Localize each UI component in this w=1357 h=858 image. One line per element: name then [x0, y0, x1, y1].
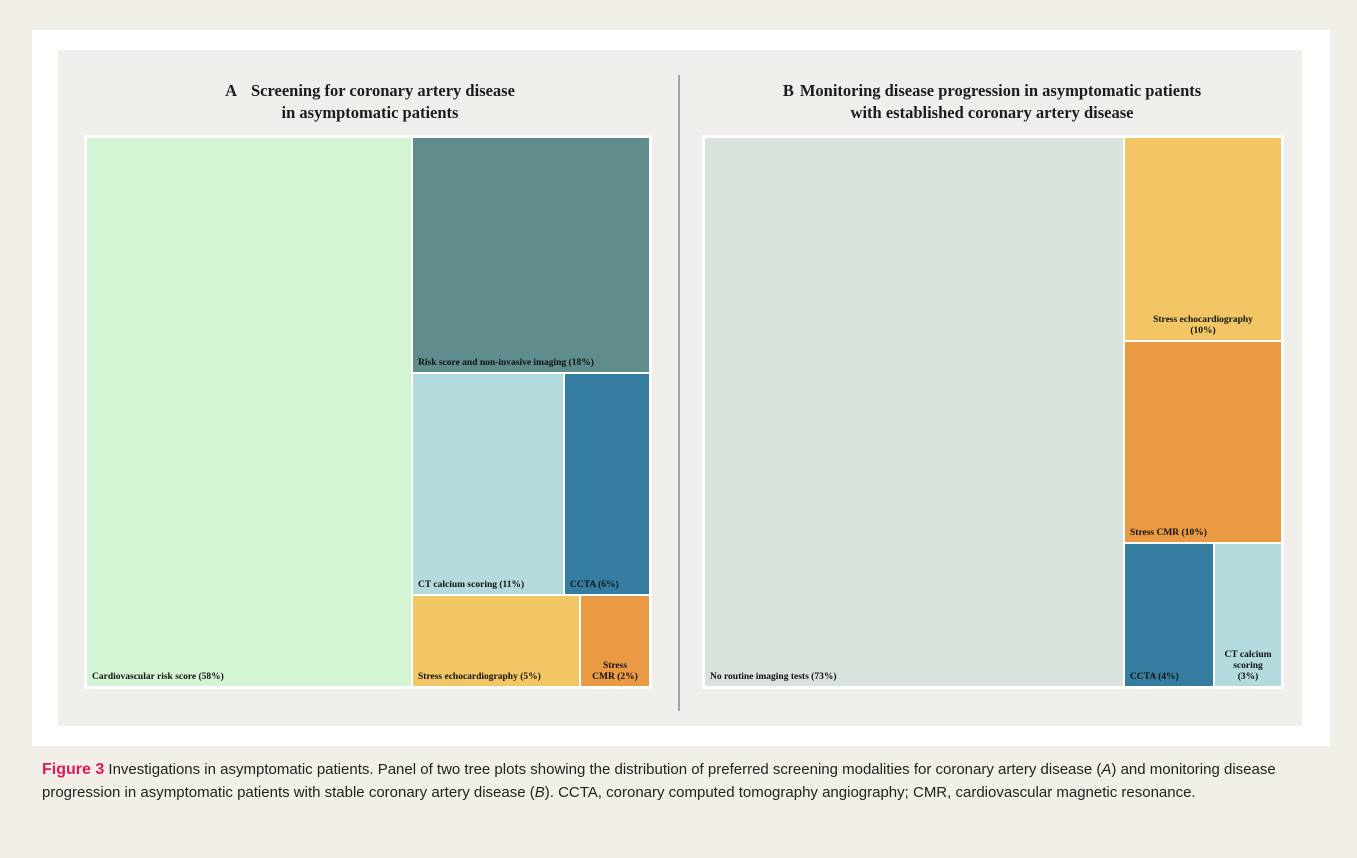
panel-b-title: B Monitoring disease progression in asymp… [702, 80, 1282, 124]
panel-divider [678, 75, 680, 711]
panel-b-title-line2: with established coronary artery disease [850, 103, 1134, 122]
cell-risk-score-non-invasive-imaging: Risk score and non-invasive imaging (18%… [412, 137, 650, 373]
panel-a-title-line1: Screening for coronary artery disease [250, 81, 515, 100]
panel-b-title-line1: Monitoring disease progression in asympt… [799, 81, 1202, 100]
cell-stress-cmr-b: Stress CMR (10%) [1124, 341, 1282, 543]
cell-cardiovascular-risk-score: Cardiovascular risk score (58%) [86, 137, 412, 687]
panel-a-title: A Screening for coronary artery disease i… [88, 80, 652, 124]
caption-ref-a: A [1101, 761, 1112, 778]
panel-a-letter: A [225, 81, 237, 100]
cell-no-routine-imaging: No routine imaging tests (73%) [704, 137, 1124, 687]
caption-text-2: ) and monitoring disease progression in … [42, 761, 1276, 801]
cell-stress-echocardiography-b: Stress echocardiography (10%) [1124, 137, 1282, 341]
caption-text-1: Investigations in asymptomatic patients.… [104, 761, 1102, 778]
cell-stress-echocardiography: Stress echocardiography (5%) [412, 595, 580, 687]
figure-label: Figure 3 [42, 761, 105, 778]
cell-ccta-b: CCTA (4%) [1124, 543, 1214, 687]
treemap-b: No routine imaging tests (73%) Stress ec… [702, 135, 1284, 689]
figure-caption: Figure 3 Investigations in asymptomatic … [42, 758, 1322, 804]
panel-b-letter: B [782, 81, 794, 100]
cell-ct-calcium-scoring: CT calcium scoring (11%) [412, 373, 564, 595]
treemap-a: Cardiovascular risk score (58%) Risk sco… [84, 135, 652, 689]
cell-ct-calcium-scoring-b: CT calcium scoring (3%) [1214, 543, 1282, 687]
caption-text-3: ). CCTA, coronary computed tomography an… [544, 784, 1196, 801]
panel-a-title-line2: in asymptomatic patients [281, 103, 459, 122]
caption-ref-b: B [534, 784, 545, 801]
cell-stress-cmr: Stress CMR (2%) [580, 595, 650, 687]
cell-ccta: CCTA (6%) [564, 373, 650, 595]
